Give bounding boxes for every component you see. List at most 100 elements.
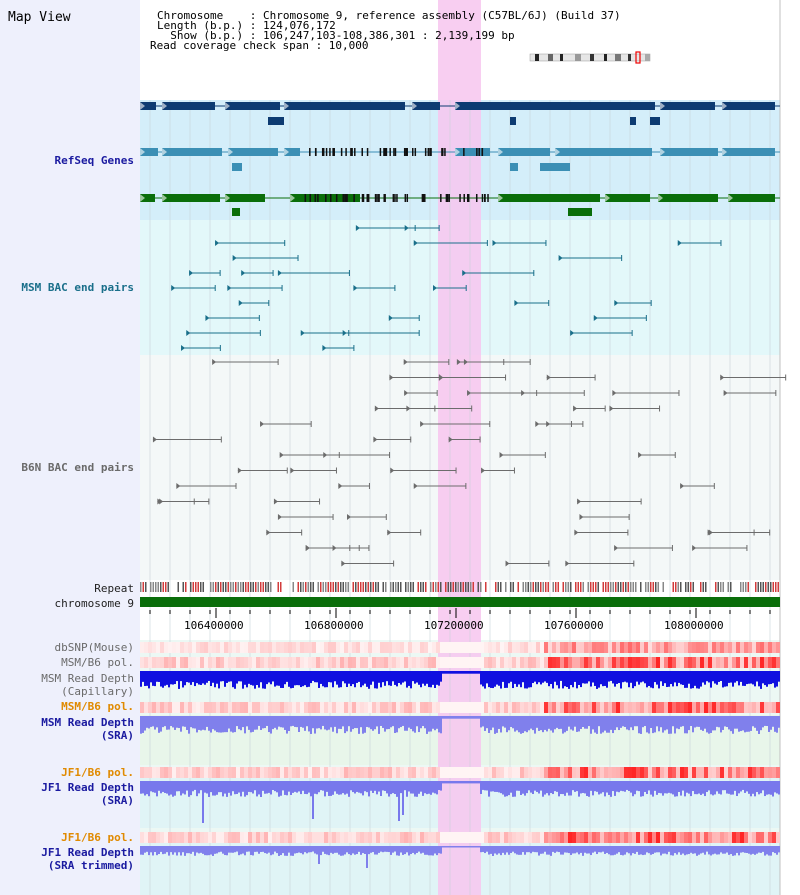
repeat-element — [577, 582, 579, 592]
read-depth-bar — [380, 716, 382, 726]
read-depth-bar — [492, 846, 494, 856]
read-depth-bar — [376, 781, 378, 795]
bac-end-arrow — [614, 300, 619, 306]
polymorphism-cell — [480, 832, 484, 843]
polymorphism-cell — [436, 767, 440, 778]
polymorphism-cell — [740, 702, 744, 713]
polymorphism-cell — [532, 657, 536, 668]
read-depth-bar — [552, 781, 554, 795]
read-depth-bar — [514, 671, 516, 684]
read-depth-bar — [776, 846, 778, 855]
read-depth-bar — [290, 781, 292, 795]
read-depth-bar — [768, 716, 770, 732]
read-depth-bar — [140, 781, 142, 794]
polymorphism-cell — [168, 657, 172, 668]
polymorphism-cell — [696, 767, 700, 778]
read-depth-bar — [664, 846, 666, 854]
read-depth-bar — [444, 671, 446, 674]
read-depth-bar — [370, 671, 372, 685]
ideogram-band — [628, 54, 631, 61]
read-depth-bar — [762, 781, 764, 791]
polymorphism-cell — [584, 702, 588, 713]
read-depth-bar — [484, 846, 486, 854]
read-depth-bar — [734, 781, 736, 791]
read-depth-bar — [378, 671, 380, 683]
read-depth-bar — [262, 846, 264, 852]
read-depth-bar — [358, 781, 360, 793]
repeat-element — [615, 582, 617, 592]
bac-end-arrow — [290, 467, 295, 474]
polymorphism-cell — [480, 642, 484, 653]
read-depth-bar — [198, 716, 200, 730]
read-depth-bar — [610, 846, 612, 856]
repeat-element — [185, 582, 187, 592]
polymorphism-cell — [664, 642, 668, 653]
read-depth-bar — [608, 781, 610, 795]
polymorphism-cell — [652, 657, 656, 668]
read-depth-bar — [446, 846, 448, 848]
read-depth-bar — [754, 781, 756, 797]
polymorphism-cell — [504, 702, 508, 713]
polymorphism-cell — [220, 642, 224, 653]
polymorphism-cell — [340, 657, 344, 668]
track-label-msm-depth-sra-sub: (SRA) — [100, 729, 134, 742]
polymorphism-cell — [164, 702, 168, 713]
polymorphism-cell — [228, 642, 232, 653]
polymorphism-cell — [632, 767, 636, 778]
read-depth-bar — [406, 781, 408, 797]
read-depth-bar — [176, 846, 178, 856]
gene-strand-arrow — [660, 148, 665, 156]
read-depth-bar — [502, 781, 504, 795]
read-depth-bar — [202, 671, 204, 684]
read-depth-bar — [272, 716, 274, 730]
read-depth-bar — [530, 671, 532, 688]
read-depth-bar — [498, 671, 500, 686]
read-depth-bar — [510, 716, 512, 727]
read-depth-bar — [668, 781, 670, 793]
repeat-element — [510, 582, 512, 592]
bac-end-arrow — [514, 300, 519, 306]
read-depth-bar — [440, 716, 442, 734]
polymorphism-cell — [296, 657, 300, 668]
read-depth-bar — [622, 716, 624, 727]
polymorphism-cell — [588, 832, 592, 843]
polymorphism-cell — [724, 702, 728, 713]
read-depth-bar — [610, 671, 612, 681]
polymorphism-cell — [616, 642, 620, 653]
bac-end-arrow — [347, 514, 352, 520]
polymorphism-cell — [592, 657, 596, 668]
read-depth-bar — [224, 781, 226, 794]
read-depth-bar — [732, 846, 734, 856]
polymorphism-cell — [704, 702, 708, 713]
polymorphism-cell — [312, 642, 316, 653]
read-depth-bar — [684, 671, 686, 688]
polymorphism-cell — [364, 767, 368, 778]
read-depth-bar — [692, 781, 694, 792]
repeat-element — [410, 582, 412, 592]
read-depth-bar — [624, 671, 626, 682]
polymorphism-cell — [772, 657, 776, 668]
gene-exon-tick — [440, 194, 442, 202]
repeat-element — [467, 582, 469, 592]
polymorphism-cell — [760, 642, 764, 653]
read-depth-bar — [452, 846, 454, 848]
polymorphism-cell — [668, 642, 672, 653]
read-depth-bar — [596, 716, 598, 734]
polymorphism-cell — [644, 832, 648, 843]
read-depth-bar — [514, 781, 516, 797]
read-depth-bar — [240, 716, 242, 731]
bac-end-arrow — [432, 285, 437, 291]
read-depth-bar — [580, 846, 582, 853]
repeat-element — [407, 582, 409, 592]
repeat-element — [527, 582, 529, 592]
gene-exon — [228, 148, 278, 156]
read-depth-bar — [488, 671, 490, 688]
read-depth-bar — [338, 781, 340, 795]
gene-exon-tick — [378, 194, 380, 202]
repeat-element — [425, 582, 427, 592]
repeat-element — [632, 582, 634, 592]
read-depth-bar — [604, 671, 606, 686]
read-depth-bar — [720, 781, 722, 795]
read-depth-bar — [242, 781, 244, 792]
